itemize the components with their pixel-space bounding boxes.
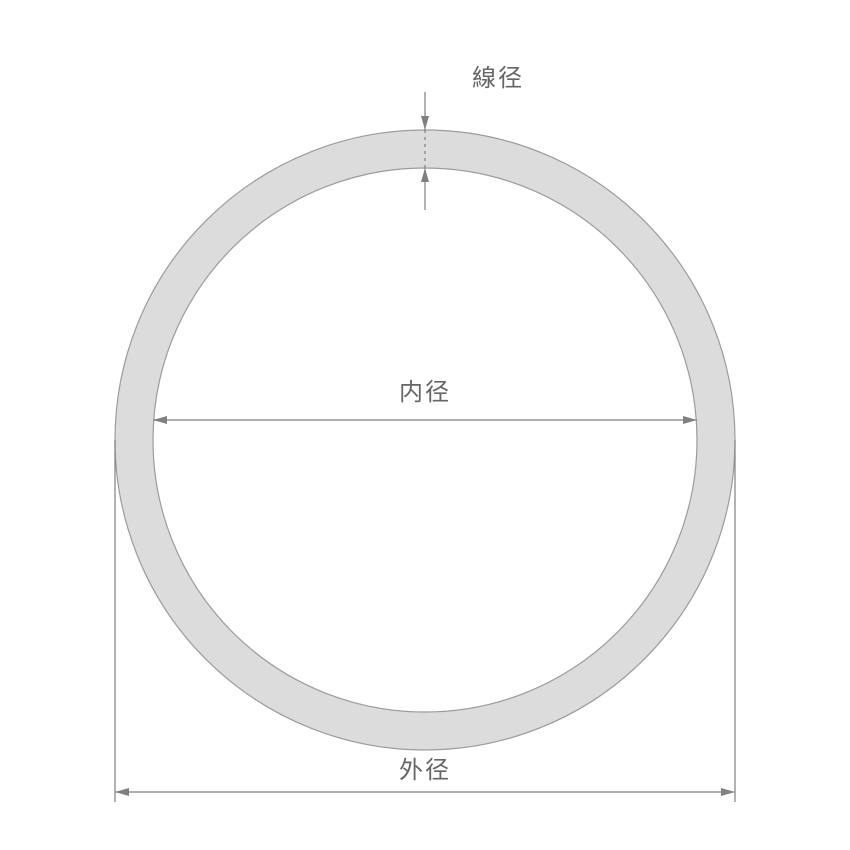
arrowhead [115, 788, 129, 796]
arrowhead [721, 788, 735, 796]
wire-diameter-label: 線径 [472, 65, 524, 92]
ring-dimension-diagram: 内径外径 線径 [0, 0, 850, 850]
arrowhead [421, 116, 429, 130]
outer-diameter-label: 外径 [399, 757, 451, 784]
inner-diameter-label: 内径 [399, 379, 451, 406]
ring-shape [115, 130, 735, 750]
arrowhead [421, 168, 429, 182]
arrowhead [153, 416, 167, 424]
arrowhead [683, 416, 697, 424]
